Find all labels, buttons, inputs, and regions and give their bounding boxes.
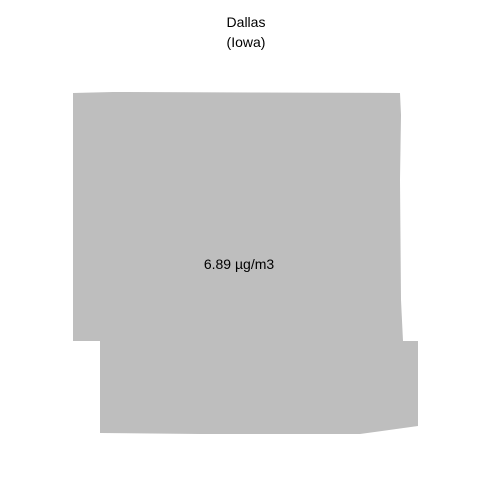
state-name: (Iowa) bbox=[226, 34, 266, 50]
county-name: Dallas bbox=[226, 14, 266, 30]
map-title-block: Dallas (Iowa) bbox=[0, 12, 492, 52]
concentration-value-label: 6.89 µg/m3 bbox=[0, 255, 492, 273]
concentration-value: 6.89 µg/m3 bbox=[203, 256, 275, 272]
county-shape[interactable] bbox=[73, 92, 418, 434]
